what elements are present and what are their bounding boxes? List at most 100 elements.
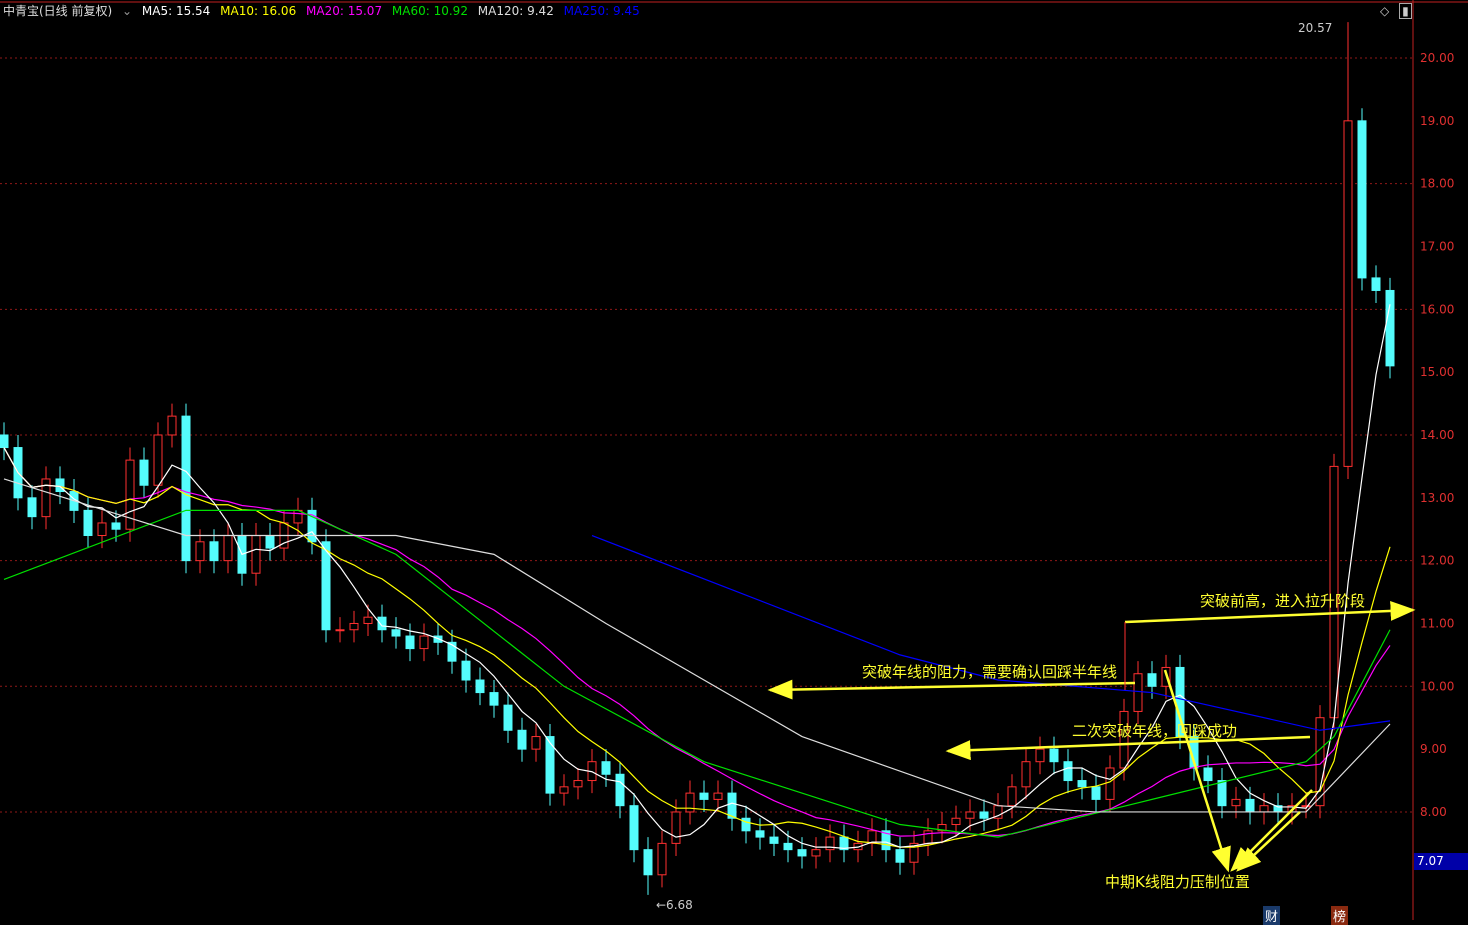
candle-body	[1217, 780, 1227, 807]
ma60-line	[3, 509, 1391, 838]
candle-body	[1231, 798, 1241, 807]
candle-body	[671, 811, 681, 844]
y-tick-label: 15.00	[1420, 365, 1454, 379]
candle-body	[573, 780, 583, 788]
candle-body	[503, 704, 513, 731]
y-tick-label: 12.00	[1420, 554, 1454, 568]
finance-badge[interactable]: 财	[1263, 906, 1281, 925]
candle-body	[209, 541, 219, 562]
candle-body	[363, 616, 373, 624]
y-tick-label: 20.00	[1420, 51, 1454, 65]
candle-body	[1357, 120, 1367, 279]
candle-body	[1021, 761, 1031, 788]
candle-body	[139, 459, 149, 486]
candle-body	[643, 849, 653, 876]
candle-body	[489, 692, 499, 706]
candle-body	[321, 541, 331, 631]
ma10-value: MA10: 16.06	[220, 4, 297, 18]
annotation-arrow	[1236, 811, 1301, 872]
candle-body	[965, 811, 975, 819]
candle-body	[1105, 767, 1115, 800]
chart-header: 中青宝(日线 前复权) ⌄ MA5: 15.54 MA10: 16.06 MA2…	[3, 2, 646, 19]
candle-body	[153, 434, 163, 486]
ma250-line	[591, 534, 1391, 731]
low-price-marker: ←6.68	[656, 898, 693, 912]
candle-body	[881, 830, 891, 851]
annotation-arrow	[1163, 669, 1231, 873]
candle-body	[979, 811, 989, 819]
candle-body	[951, 817, 961, 826]
candle-body	[1007, 786, 1017, 807]
annotation-text: 二次突破年线，回踩成功	[1072, 722, 1237, 740]
y-tick-label: 19.00	[1420, 114, 1454, 128]
annotation-text: 中期K线阻力压制位置	[1105, 873, 1250, 891]
candle-body	[111, 522, 121, 530]
candle-body	[405, 635, 415, 650]
candle-body	[0, 434, 9, 449]
candle-body	[265, 535, 275, 549]
candle-body	[1315, 717, 1325, 807]
candle-body	[1035, 748, 1045, 763]
ma5-line	[3, 304, 1391, 850]
diamond-icon[interactable]: ◇	[1380, 4, 1390, 18]
candle-body	[517, 729, 527, 750]
candle-body	[55, 478, 65, 493]
candle-body	[1063, 761, 1073, 782]
candle-body	[713, 792, 723, 800]
candle-body	[615, 773, 625, 807]
candle-body	[923, 830, 933, 844]
ma10-line	[3, 447, 1391, 848]
annotation-arrow	[767, 679, 1136, 700]
candle-body	[307, 509, 317, 543]
y-tick-label: 9.00	[1420, 742, 1447, 756]
candle-body	[1385, 289, 1395, 367]
candle-body	[1049, 748, 1059, 763]
y-tick-label: 13.00	[1420, 491, 1454, 505]
candle-body	[1077, 780, 1087, 788]
panel-toggle-icon[interactable]: ▮	[1399, 3, 1412, 19]
annotation-text: 突破年线的阻力，需要确认回踩半年线	[862, 663, 1117, 681]
candle-body	[223, 535, 233, 562]
ma-dropdown-icon[interactable]: ⌄	[122, 4, 133, 18]
candle-body	[125, 459, 135, 530]
candle-body	[909, 842, 919, 863]
candle-body	[195, 541, 205, 562]
candle-body	[937, 824, 947, 832]
candle-body	[97, 522, 107, 537]
ma20-value: MA20: 15.07	[306, 4, 383, 18]
ma20-line	[3, 447, 1391, 837]
candle-body	[1091, 786, 1101, 800]
candle-body	[391, 629, 401, 637]
ma120-line	[3, 478, 1391, 813]
candle-body	[181, 415, 191, 562]
candle-body	[685, 792, 695, 813]
ranking-badge[interactable]: 榜	[1331, 906, 1349, 925]
candle-body	[545, 736, 555, 794]
y-tick-label: 17.00	[1420, 239, 1454, 253]
annotation-arrow	[1230, 789, 1313, 872]
candle-body	[27, 497, 37, 518]
candle-body	[447, 641, 457, 662]
candle-body	[769, 836, 779, 844]
candle-body	[825, 836, 835, 851]
annotation-arrow	[945, 735, 1311, 761]
high-price-marker: 20.57	[1298, 21, 1332, 35]
candle-body	[699, 792, 709, 800]
candle-body	[601, 761, 611, 775]
candle-body	[1147, 673, 1157, 687]
ma60-value: MA60: 10.92	[391, 4, 468, 18]
y-tick-label: 16.00	[1420, 302, 1454, 316]
candle-body	[251, 535, 261, 574]
candle-body	[475, 679, 485, 694]
candle-body	[349, 622, 359, 631]
candle-body	[461, 660, 471, 681]
candle-body	[83, 509, 93, 537]
candle-body	[1133, 673, 1143, 712]
candle-body	[895, 849, 905, 863]
ma120-value: MA120: 9.42	[477, 4, 554, 18]
candle-body	[335, 629, 345, 632]
candle-body	[755, 830, 765, 838]
y-tick-label: 14.00	[1420, 428, 1454, 442]
stock-title: 中青宝(日线 前复权)	[3, 4, 113, 18]
